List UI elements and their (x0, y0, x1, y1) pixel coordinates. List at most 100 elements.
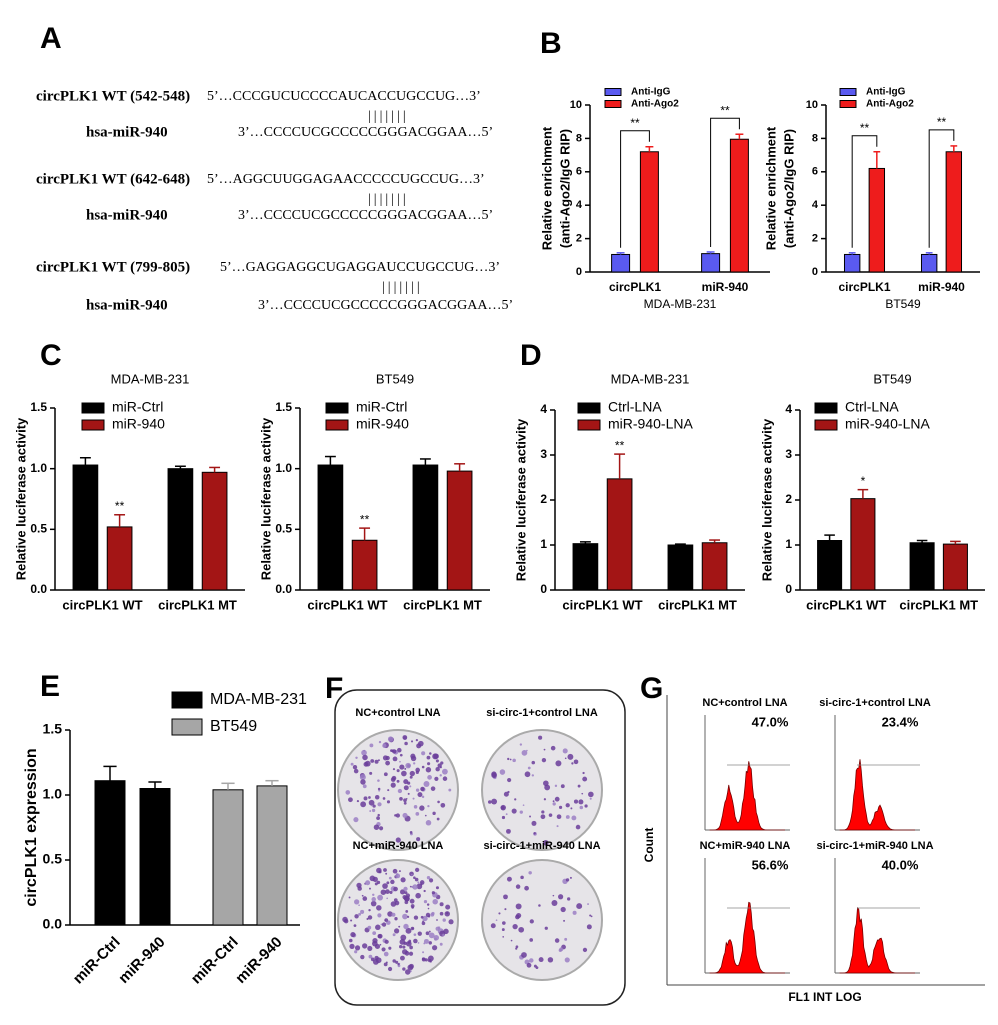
colony (498, 912, 501, 915)
colony (392, 868, 398, 874)
colony (442, 933, 445, 937)
colony (388, 946, 392, 950)
colony (348, 938, 353, 943)
legend-swatch (577, 402, 601, 414)
panel-label: C (40, 339, 62, 372)
colony (431, 891, 435, 895)
colony (415, 788, 420, 792)
colony (439, 902, 444, 907)
colony (421, 765, 425, 769)
colony (584, 804, 588, 808)
histogram (839, 906, 915, 974)
colony (404, 767, 407, 770)
colony (354, 945, 361, 951)
legend-swatch (81, 419, 105, 431)
colony (416, 743, 422, 749)
legend-swatch (325, 419, 349, 431)
colony (402, 735, 408, 740)
colony (404, 900, 409, 905)
colony (427, 762, 431, 766)
colony (405, 893, 411, 898)
colony (400, 889, 406, 895)
colony (353, 924, 357, 928)
y-tick-label: 4 (540, 402, 547, 416)
legend-swatch (325, 402, 349, 414)
colony (428, 930, 431, 933)
colony (409, 885, 412, 888)
x-axis-label: BT549 (885, 297, 921, 311)
colony (435, 926, 440, 931)
colony (393, 898, 398, 902)
colony (503, 791, 509, 797)
colony (404, 969, 411, 975)
colony (399, 938, 406, 945)
colony (538, 735, 543, 740)
colony (440, 802, 446, 808)
bar (945, 151, 963, 273)
colony (417, 792, 423, 798)
colony (376, 905, 382, 911)
y-tick-label: 4 (785, 402, 792, 416)
colony (362, 784, 367, 789)
significance-bracket (928, 129, 955, 248)
colony (396, 779, 400, 783)
colony (435, 766, 440, 772)
colony (424, 958, 428, 962)
legend-swatch (839, 100, 857, 108)
colony (369, 771, 373, 775)
pairing: ||||||| (368, 109, 409, 124)
legend-swatch (171, 718, 203, 736)
colony (427, 775, 432, 780)
colony (396, 769, 400, 773)
colony (383, 951, 389, 957)
bar (572, 543, 599, 591)
colony (405, 762, 411, 769)
colony (378, 870, 382, 874)
colony (558, 894, 564, 900)
colony (422, 915, 428, 922)
y-tick-label: 0.5 (43, 851, 63, 867)
flow-percent: 47.0% (752, 714, 789, 729)
colony (436, 817, 440, 821)
significance-label: * (861, 474, 866, 488)
colony (386, 881, 390, 885)
colony (371, 808, 376, 813)
colony (362, 896, 368, 901)
colony (368, 799, 375, 806)
colony (552, 894, 555, 897)
chart-title: BT549 (376, 371, 414, 386)
colony (533, 964, 537, 968)
colony (368, 796, 371, 799)
colony (390, 879, 395, 885)
y-tick-label: 2 (785, 492, 792, 506)
y-tick-label: 0 (812, 266, 818, 278)
colony (368, 908, 371, 912)
colony (582, 776, 588, 782)
colony (439, 774, 442, 777)
colony (502, 936, 505, 938)
colony (547, 957, 554, 963)
colony (430, 786, 436, 791)
colony (407, 792, 410, 795)
y-tick-label: 6 (812, 166, 818, 178)
colony (448, 919, 454, 925)
colony (381, 947, 386, 952)
colony (348, 797, 353, 803)
legend-label: Anti-IgG (866, 87, 906, 98)
y-tick-label: 8 (812, 132, 818, 144)
bar (909, 542, 935, 591)
colony (385, 889, 390, 894)
colony (413, 762, 416, 765)
colony (358, 904, 360, 907)
colony (402, 967, 406, 971)
y-tick-label: 10 (806, 99, 818, 111)
colony (445, 912, 449, 915)
colony (575, 824, 581, 830)
colony (552, 802, 556, 806)
colony (491, 772, 497, 779)
colony (565, 803, 570, 808)
x-tick-label: circPLK1 MT (899, 597, 978, 612)
colony (367, 915, 373, 920)
colony (515, 903, 522, 910)
colony (560, 784, 565, 789)
